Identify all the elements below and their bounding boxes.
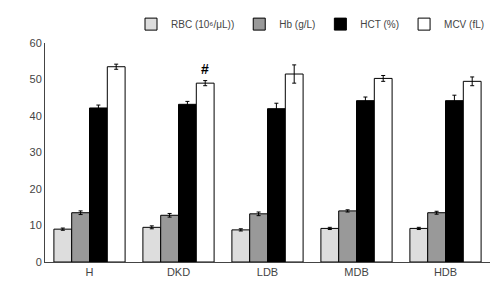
svg-text:HCT (%): HCT (%) bbox=[360, 19, 399, 30]
svg-text:20: 20 bbox=[30, 183, 42, 195]
svg-text:H: H bbox=[86, 266, 94, 278]
svg-text:DKD: DKD bbox=[167, 266, 190, 278]
svg-text:MCV (fL): MCV (fL) bbox=[444, 19, 484, 30]
svg-text:10: 10 bbox=[30, 219, 42, 231]
svg-text:RBC (10⁶/μL)): RBC (10⁶/μL)) bbox=[171, 19, 234, 30]
svg-text:Hb (g/L): Hb (g/L) bbox=[279, 19, 315, 30]
svg-text:50: 50 bbox=[30, 73, 42, 85]
svg-text:HDB: HDB bbox=[434, 266, 457, 278]
svg-text:#: # bbox=[201, 61, 209, 77]
svg-text:60: 60 bbox=[30, 37, 42, 49]
svg-text:40: 40 bbox=[30, 110, 42, 122]
svg-text:LDB: LDB bbox=[257, 266, 278, 278]
svg-text:MDB: MDB bbox=[344, 266, 368, 278]
svg-text:0: 0 bbox=[36, 256, 42, 268]
svg-text:30: 30 bbox=[30, 146, 42, 158]
